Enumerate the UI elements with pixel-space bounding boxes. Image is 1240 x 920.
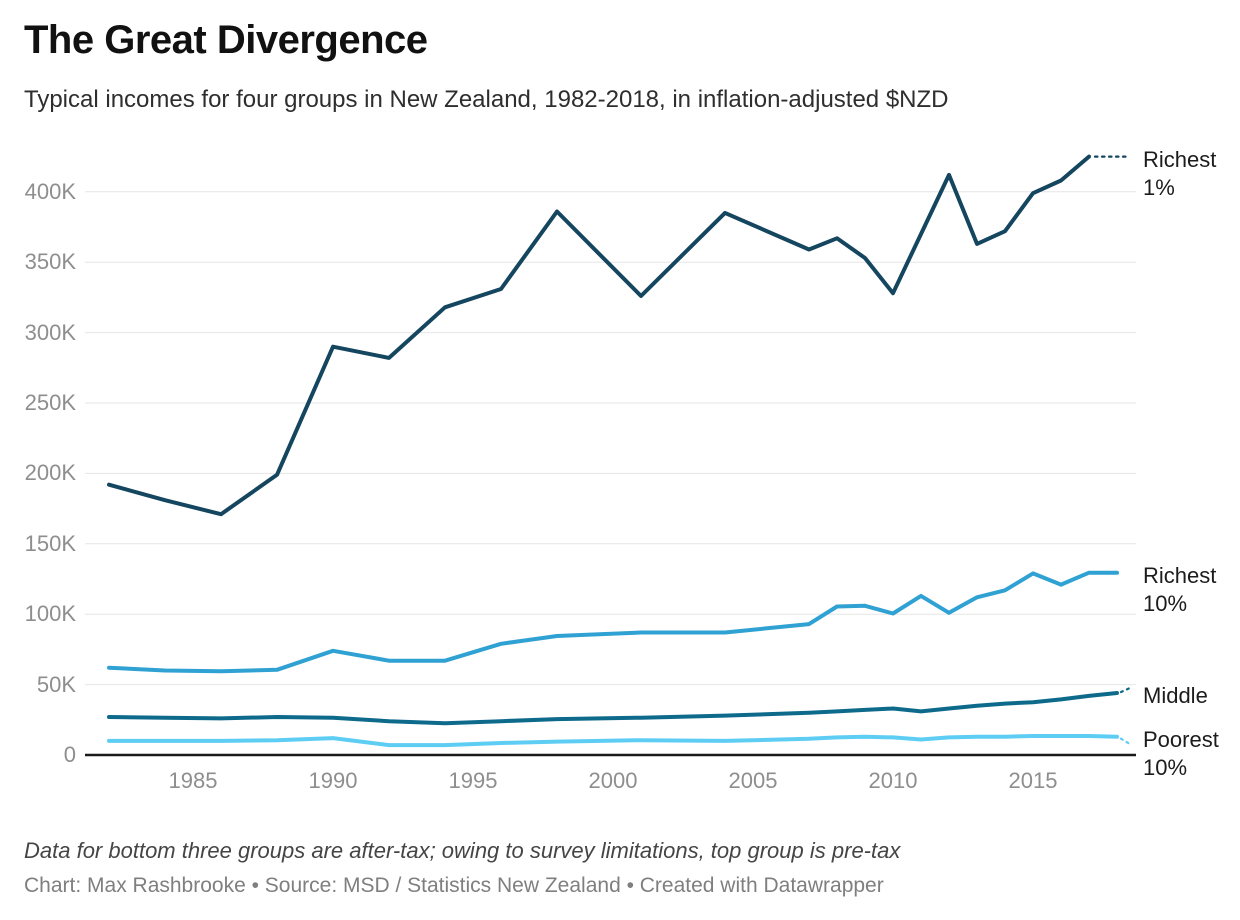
label-leader-middle	[1119, 685, 1134, 694]
x-tick-label: 1985	[168, 768, 218, 793]
x-tick-label: 2015	[1008, 768, 1058, 793]
series-label-middle: Middle	[1143, 682, 1208, 710]
series-label-line: Richest	[1143, 146, 1217, 172]
series-line-richest1	[107, 154, 1091, 517]
x-tick-label: 1995	[448, 768, 498, 793]
series-label-line: Poorest	[1143, 726, 1219, 752]
series-line-middle	[107, 691, 1119, 726]
x-tick-label: 2005	[728, 768, 778, 793]
series-label-richest-10pct: Richest 10%	[1143, 562, 1216, 618]
series-label-poorest-10pct: Poorest 10%	[1143, 726, 1219, 782]
series-label-line: 1%	[1143, 174, 1175, 200]
series-label-line: Richest	[1143, 562, 1217, 588]
y-tick-label: 250K	[24, 390, 76, 415]
series-label-line: Middle	[1143, 683, 1208, 709]
y-tick-label: 350K	[24, 249, 76, 275]
chart-subtitle: Typical incomes for four groups in New Z…	[24, 86, 949, 113]
series-label-richest-1pct: Richest 1%	[1143, 146, 1216, 202]
series-label-line: 10%	[1143, 590, 1188, 616]
y-tick-label: 150K	[24, 530, 76, 556]
chart-title: The Great Divergence	[24, 18, 428, 62]
credits-line: Chart: Max Rashbrooke • Source: MSD / St…	[24, 874, 884, 897]
y-tick-label: 50K	[36, 671, 76, 697]
y-tick-label: 300K	[24, 319, 76, 345]
x-tick-label: 2000	[588, 768, 638, 793]
y-tick-label: 200K	[24, 460, 76, 486]
footnote: Data for bottom three groups are after-t…	[24, 838, 901, 863]
label-leader-poorest	[1119, 737, 1133, 746]
y-tick-label: 400K	[24, 178, 76, 204]
y-tick-label: 100K	[24, 601, 76, 627]
x-tick-label: 1990	[308, 768, 358, 793]
series-line-richest10	[107, 570, 1119, 674]
x-tick-label: 2010	[868, 768, 918, 793]
series-line-poorest	[107, 734, 1119, 748]
y-tick-label: 0	[63, 742, 76, 767]
series-label-line: 10%	[1143, 754, 1188, 780]
